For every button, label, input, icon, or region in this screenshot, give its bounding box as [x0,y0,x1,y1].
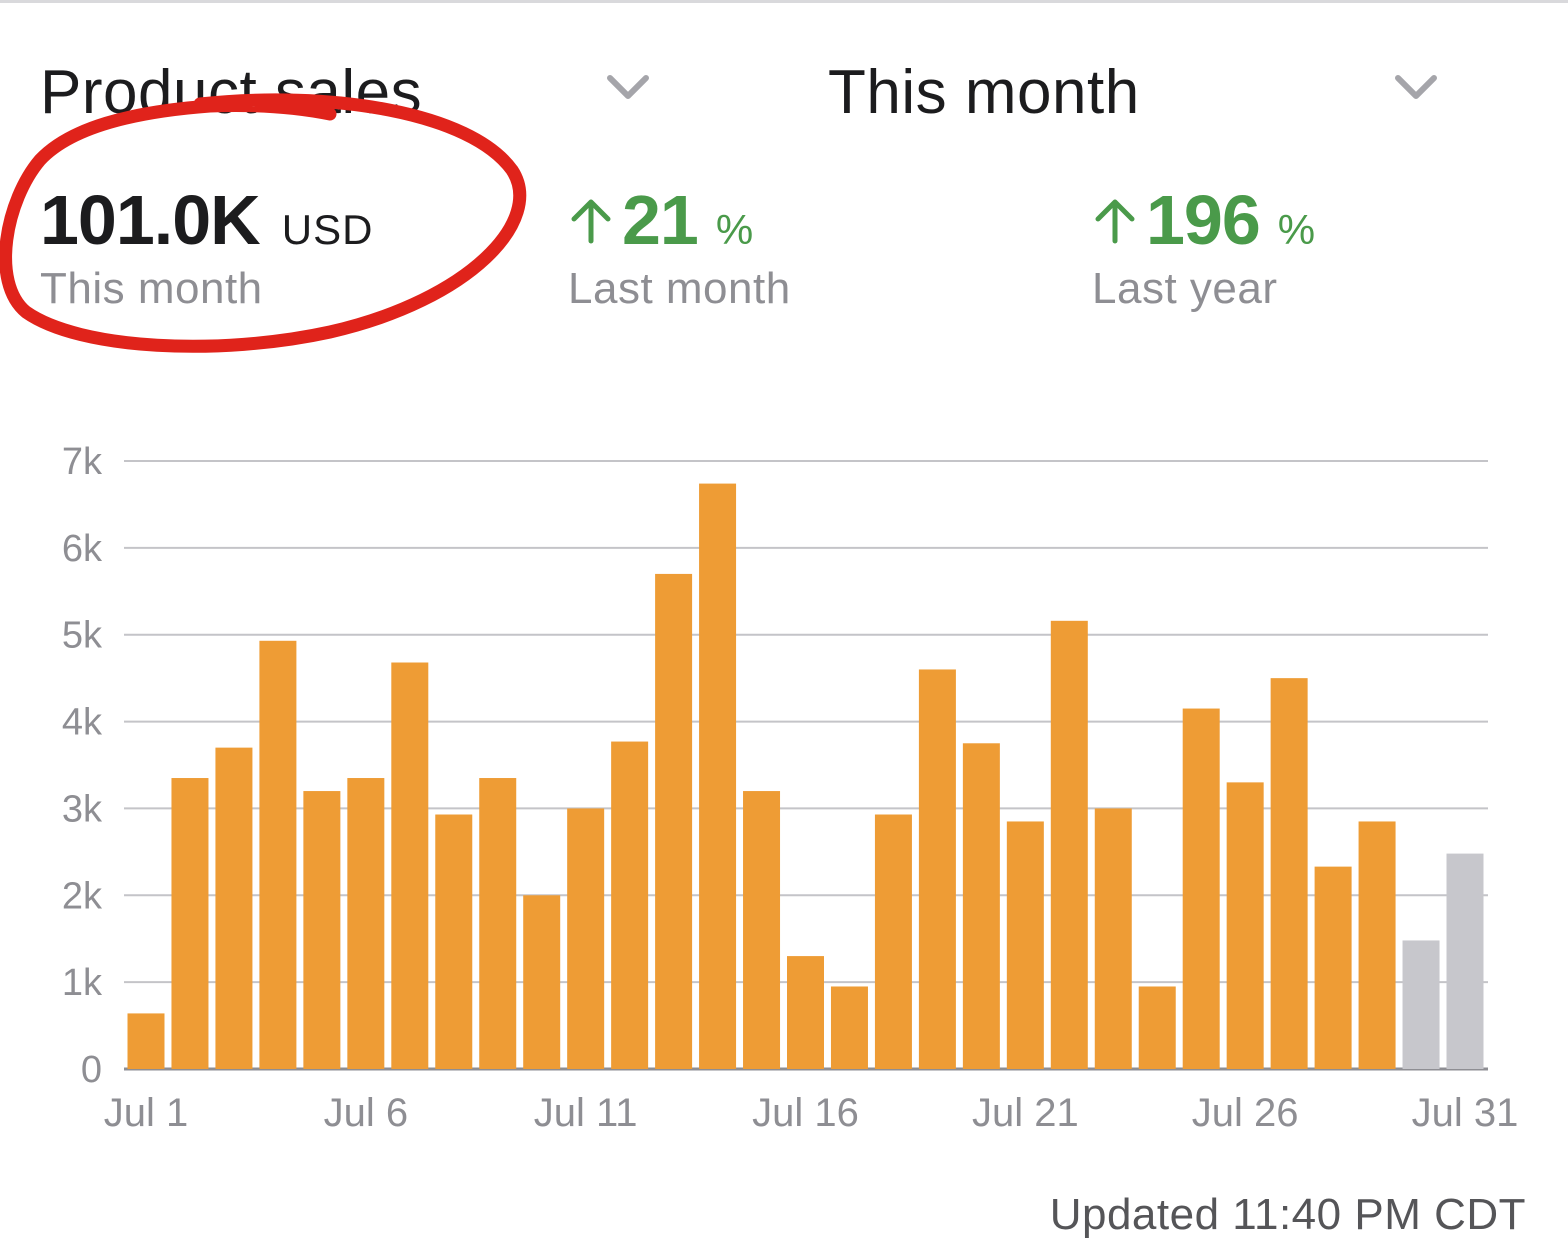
bar-jul-11[interactable] [567,808,605,1069]
top-divider [0,0,1568,3]
bar-jul-12[interactable] [611,741,649,1069]
last-year-change-metric: 196 % Last year [1092,180,1315,314]
bar-jul-24[interactable] [1138,986,1176,1069]
x-tick-label: Jul 21 [972,1091,1079,1135]
bar-jul-23[interactable] [1094,808,1132,1069]
bar-jul-29[interactable] [1358,821,1396,1069]
bar-jul-6[interactable] [347,778,385,1069]
metric-selector-dropdown[interactable]: Product sales [40,52,422,132]
y-tick-label: 6k [62,528,103,570]
last-month-change-metric: 21 % Last month [568,180,791,314]
last-year-change-caption: Last year [1092,264,1278,313]
last-year-change-value: 196 [1146,181,1261,259]
last-year-change-unit: % [1277,206,1316,253]
x-tick-label: Jul 26 [1192,1091,1299,1135]
y-tick-label: 7k [62,441,103,483]
bar-jul-19[interactable] [918,669,956,1069]
bar-jul-8[interactable] [435,814,473,1069]
x-tick-label: Jul 6 [324,1091,409,1135]
bar-jul-3[interactable] [215,747,253,1069]
period-selector-label: This month [828,57,1140,127]
y-tick-label: 3k [62,788,103,830]
x-tick-label: Jul 16 [752,1091,859,1135]
daily-sales-bar-chart: 0 1k 2k 3k 4k 5k 6k 7k Jul 1 Jul 6 Jul 11 Jul 16 Jul… [62,441,1519,1135]
bar-jul-1[interactable] [127,1013,165,1069]
bar-jul-5[interactable] [303,791,341,1069]
bar-jul-21[interactable] [1006,821,1044,1069]
last-month-change-value: 21 [622,181,699,259]
y-tick-label: 4k [62,702,103,744]
chevron-down-icon[interactable] [1392,68,1440,108]
bar-jul-25[interactable] [1182,708,1220,1069]
current-sales-metric: 101.0K USD This month [40,180,373,314]
chevron-down-icon[interactable] [604,68,652,108]
bar-jul-16[interactable] [787,956,824,1069]
bar-jul-28[interactable] [1314,866,1352,1069]
current-sales-unit: USD [281,206,374,253]
bar-jul-9[interactable] [479,778,517,1069]
bar-jul-26[interactable] [1226,782,1264,1069]
period-selector-dropdown[interactable]: This month [828,52,1140,132]
bar-jul-22[interactable] [1050,620,1088,1069]
x-tick-label: Jul 31 [1412,1091,1519,1135]
bar-jul-14[interactable] [699,483,737,1069]
bar-jul-17[interactable] [830,986,868,1069]
bar-jul-10[interactable] [523,895,561,1069]
last-month-change-unit: % [715,206,754,253]
bar-jul-15[interactable] [743,791,781,1069]
bar-jul-31[interactable] [1446,853,1484,1069]
arrow-up-icon [571,199,611,244]
bar-jul-13[interactable] [655,573,693,1069]
bar-jul-30[interactable] [1402,940,1440,1069]
metric-selector-label: Product sales [40,57,423,127]
current-sales-value: 101.0K [40,181,261,259]
bar-jul-2[interactable] [171,778,209,1069]
y-tick-label: 1k [62,962,103,1004]
bar-jul-18[interactable] [874,814,912,1069]
x-tick-label: Jul 1 [104,1091,189,1135]
last-updated-text: Updated 11:40 PM CDT [1049,1190,1526,1239]
last-month-change-caption: Last month [568,264,791,313]
x-tick-label: Jul 11 [534,1091,638,1135]
y-tick-label: 0 [81,1049,102,1091]
bar-jul-4[interactable] [259,640,297,1069]
y-tick-label: 5k [62,615,103,657]
bar-jul-20[interactable] [962,743,1000,1069]
current-sales-caption: This month [40,264,263,313]
bar-jul-27[interactable] [1270,678,1308,1069]
bar-jul-7[interactable] [391,662,429,1069]
y-tick-label: 2k [62,875,103,917]
arrow-up-icon [1095,199,1135,244]
